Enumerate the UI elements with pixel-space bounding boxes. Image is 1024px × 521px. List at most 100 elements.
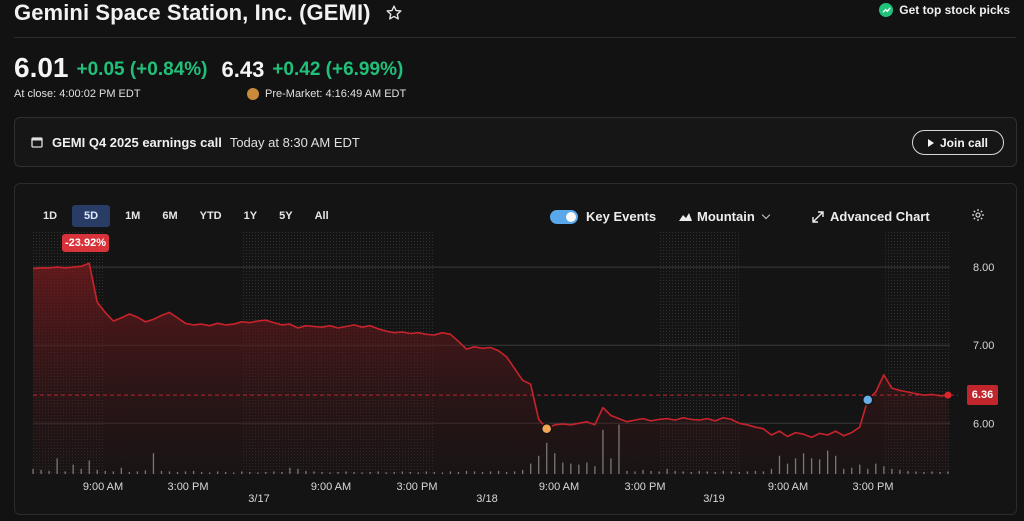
star-icon[interactable] [385, 4, 403, 22]
volume-bar [176, 471, 179, 474]
play-icon [927, 138, 934, 147]
range-1m[interactable]: 1M [125, 210, 141, 222]
volume-bar [650, 470, 652, 474]
price-chart[interactable]: 8.00 7.00 6.00 9:00 AM 3:00 PM 9:00 AM 3:00 PM… [15, 184, 1017, 515]
range-5y[interactable]: 5Y [279, 210, 293, 222]
x-tick-label: 3:00 PM [397, 481, 438, 493]
x-tick-label: 3:00 PM [625, 481, 666, 493]
join-call-label: Join call [939, 135, 989, 150]
premarket-time: Pre-Market: 4:16:49 AM EDT [265, 88, 407, 100]
volume-bar [810, 458, 813, 474]
gear-icon[interactable] [971, 208, 985, 222]
close-price: 6.01 [14, 52, 69, 83]
volume-bar [345, 471, 347, 474]
x-tick-label: 9:00 AM [83, 481, 123, 493]
join-call-button[interactable]: Join call [912, 130, 1004, 155]
range-6m[interactable]: 6M [162, 210, 178, 222]
volume-bar [417, 472, 419, 474]
volume-bar [225, 471, 227, 474]
calendar-icon [31, 137, 43, 148]
volume-bar [281, 471, 283, 474]
earnings-time: Today at 8:30 AM EDT [229, 134, 360, 150]
volume-bar [241, 471, 243, 474]
range-5d[interactable]: 5D [72, 205, 111, 227]
volume-bar [666, 468, 668, 474]
volume-bar [682, 471, 684, 474]
volume-bar [891, 468, 893, 474]
range-1y[interactable]: 1Y [243, 210, 258, 222]
price-area [33, 263, 948, 474]
volume-bar [80, 468, 82, 474]
volume-bar [859, 464, 861, 474]
chart-style-dropdown[interactable]: Mountain [679, 209, 771, 224]
x-tick-label: 9:00 AM [539, 481, 579, 493]
volume-bar [835, 455, 837, 474]
quote-summary: 6.01 +0.05 (+0.84%) 6.43 +0.42 (+6.99%) [14, 52, 403, 84]
volume-bar [586, 462, 588, 474]
volume-bar [184, 471, 187, 474]
key-events-toggle[interactable]: Key Events [550, 209, 656, 224]
volume-bar [200, 471, 203, 474]
earnings-event: GEMI Q4 2025 earnings call [52, 134, 222, 150]
volume-bar [120, 467, 122, 474]
volume-bar [249, 471, 251, 474]
sun-icon [247, 88, 259, 100]
volume-bar [32, 468, 34, 474]
volume-bar [401, 471, 403, 474]
volume-bar [329, 472, 331, 474]
trend-up-icon [879, 3, 894, 17]
volume-bar [321, 471, 323, 474]
volume-bar [433, 471, 436, 474]
y-tick-label: 8.00 [973, 262, 994, 274]
volume-bar [144, 470, 147, 474]
volume-bar [610, 458, 612, 474]
volume-bar [112, 471, 114, 474]
volume-bar [96, 469, 98, 474]
x-tick-label: 9:00 AM [768, 481, 808, 493]
volume-bar [64, 471, 66, 474]
advanced-chart-link[interactable]: Advanced Chart [812, 209, 930, 224]
mountain-icon [679, 213, 692, 221]
toggle-switch[interactable] [550, 209, 578, 224]
range-ytd[interactable]: YTD [199, 210, 222, 222]
volume-bar [923, 471, 925, 474]
period-change-badge: -23.92% [62, 234, 109, 252]
volume-bar [233, 472, 235, 474]
volume-bar [578, 464, 580, 474]
range-1d[interactable]: 1D [43, 210, 58, 222]
volume-bar [714, 471, 716, 474]
volume-bar [337, 471, 339, 474]
last-price-dot [944, 391, 952, 399]
premarket-price: 6.43 [221, 57, 265, 82]
page-title: Gemini Space Station, Inc. (GEMI) [14, 0, 371, 25]
range-all[interactable]: All [314, 210, 329, 222]
volume-bar [722, 470, 724, 474]
volume-bar [674, 470, 676, 474]
volume-bar [353, 471, 355, 474]
volume-bar [899, 469, 901, 474]
volume-bar [618, 424, 620, 474]
volume-bar [706, 471, 708, 474]
volume-bar [192, 470, 195, 474]
chart-style-label: Mountain [697, 209, 755, 224]
volume-bar [104, 470, 106, 474]
volume-bar [160, 470, 163, 474]
volume-bar [530, 463, 532, 474]
volume-bar [642, 469, 644, 474]
volume-bar [465, 470, 468, 474]
x-tick-label: 3:00 PM [853, 481, 894, 493]
volume-bar [546, 442, 548, 474]
volume-bar [40, 469, 42, 474]
volume-bar [658, 471, 660, 474]
volume-bar [562, 462, 564, 474]
key-event-marker [861, 394, 874, 406]
volume-bar [778, 455, 781, 474]
volume-bar [851, 467, 853, 474]
stock-picks-link[interactable]: Get top stock picks [879, 3, 1010, 17]
last-price-badge: 6.36 [967, 385, 998, 405]
volume-bar [489, 471, 492, 474]
volume-bar [827, 450, 829, 474]
date-label: 3/17 [248, 493, 269, 505]
volume-bar [361, 472, 363, 474]
